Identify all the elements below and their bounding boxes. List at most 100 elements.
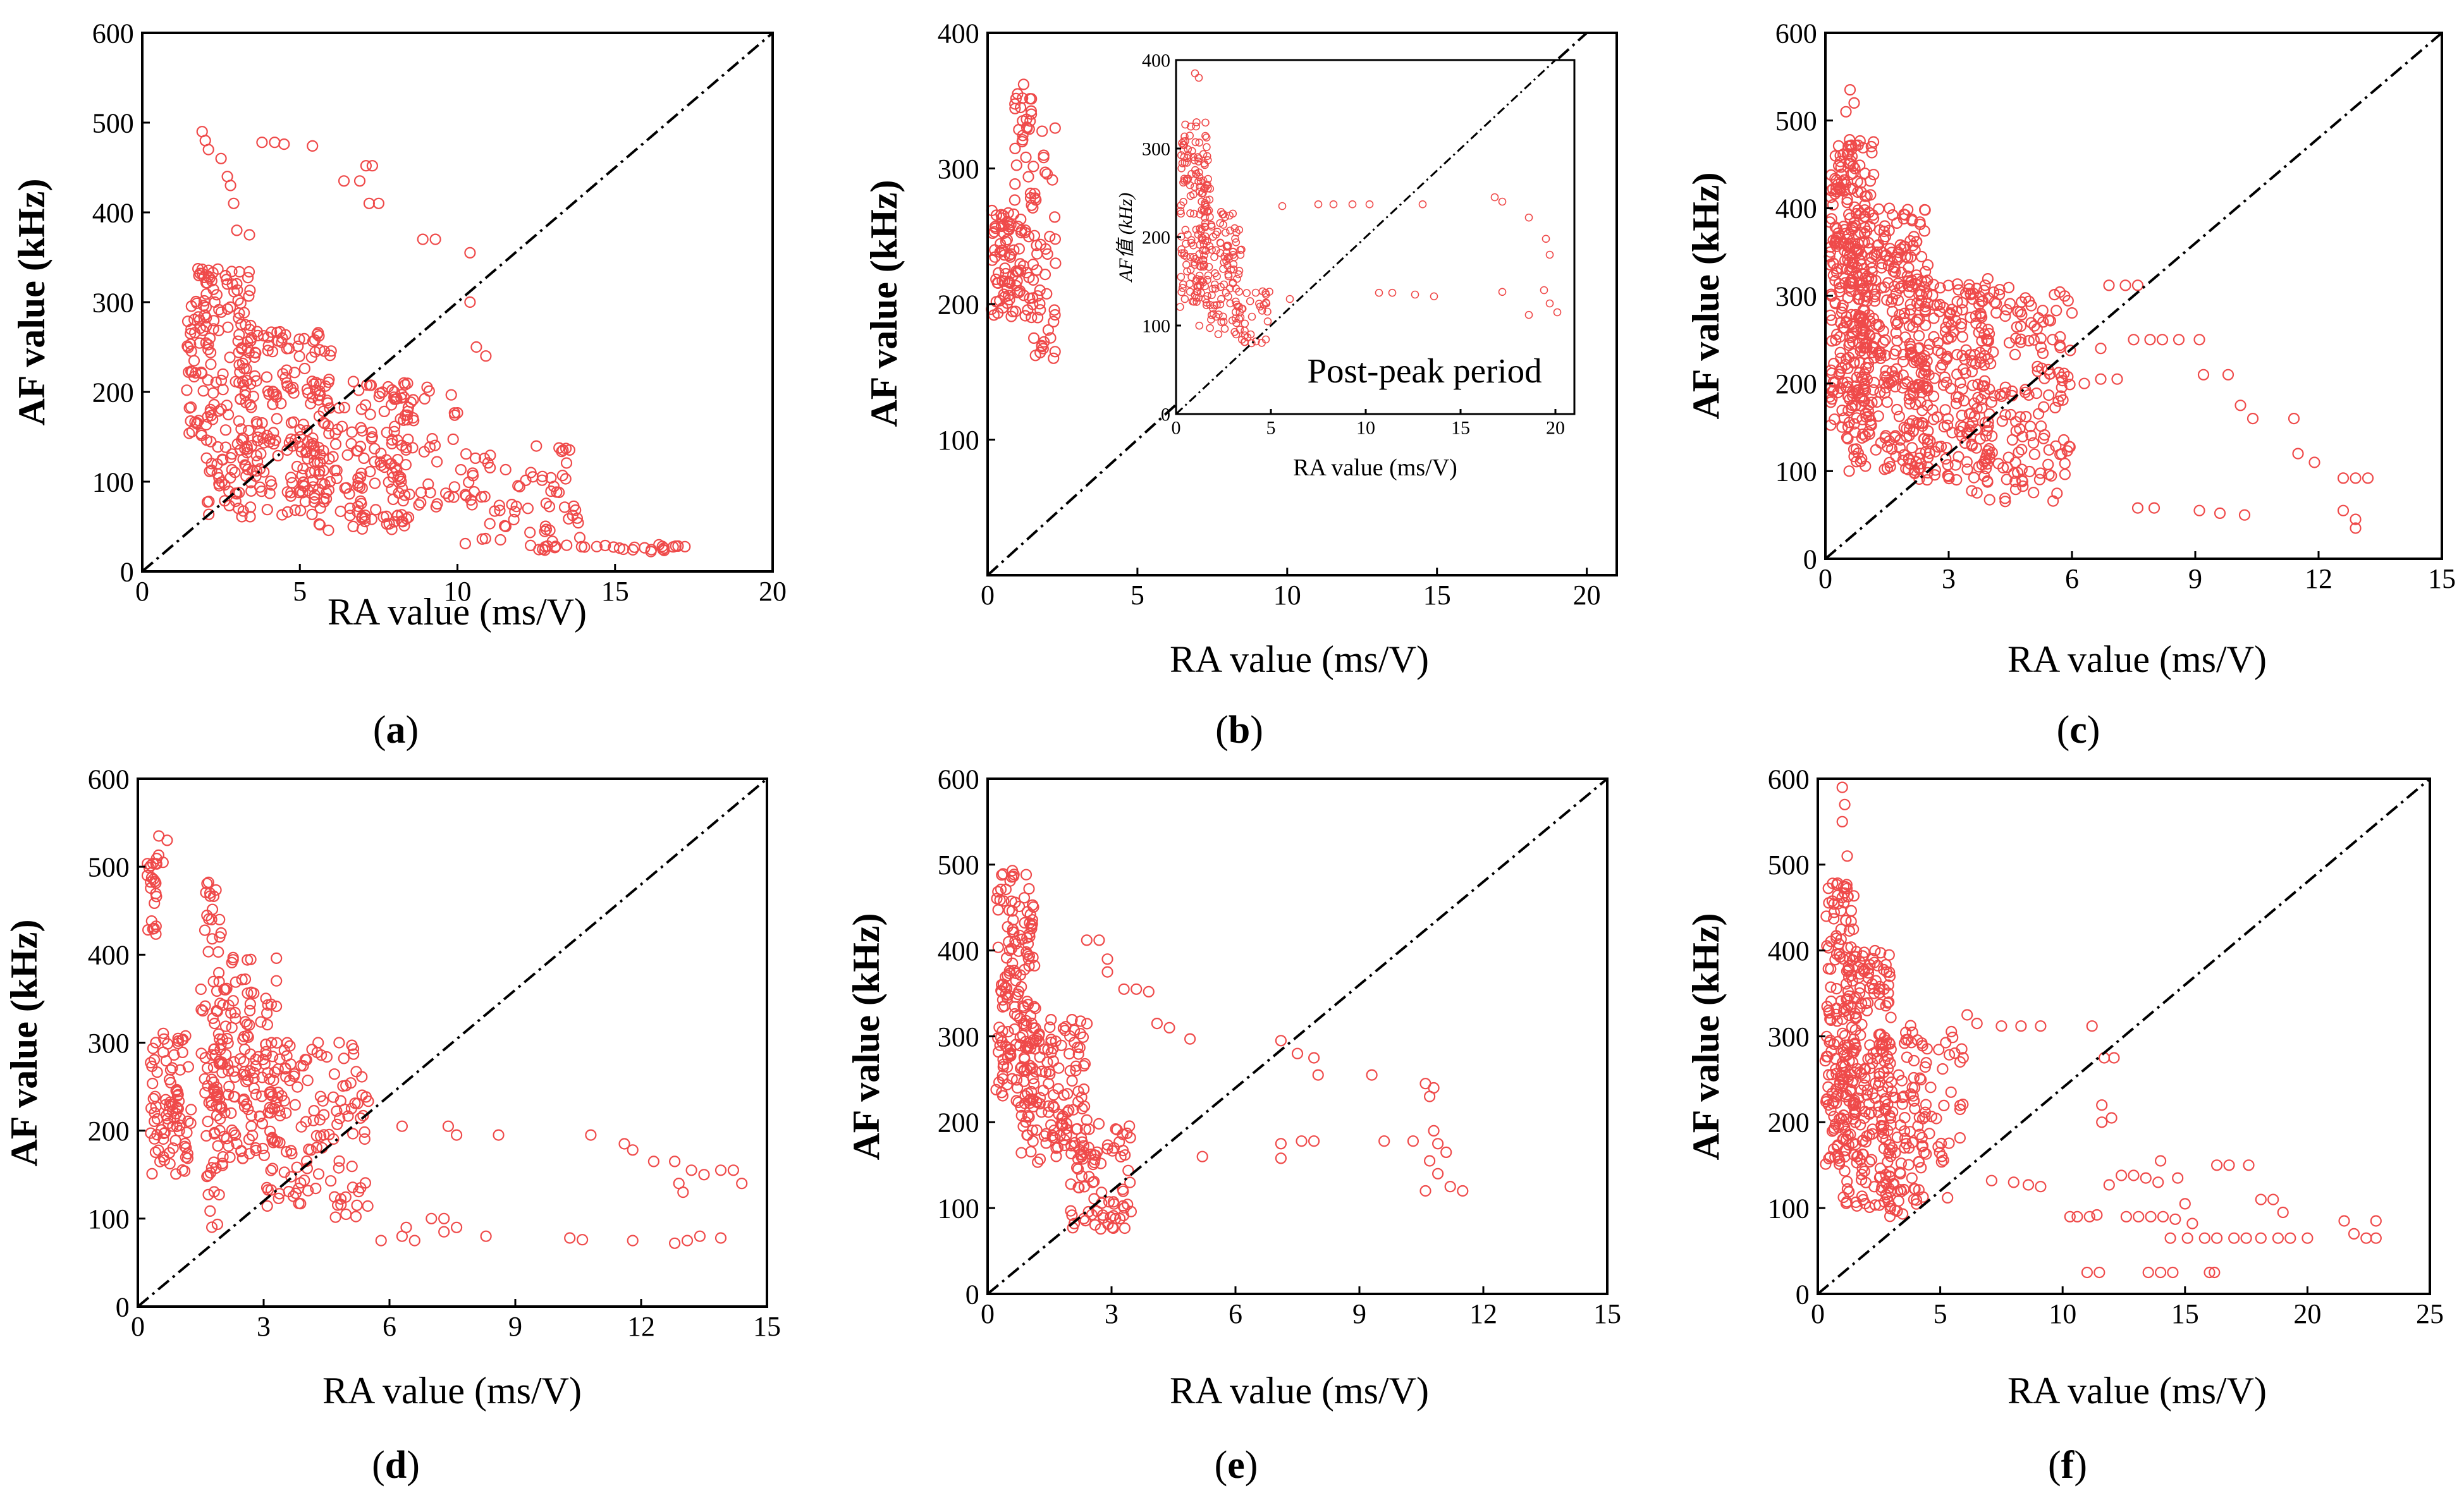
panel-d-point [202,1062,214,1074]
panel-d-point [262,1107,274,1119]
panel-d-point [204,887,216,899]
panel-b-inset-point [1204,174,1212,183]
panel-b-inset-point [1192,118,1201,126]
panel-c-point [2052,367,2065,379]
panel-d-point [149,897,161,910]
panel-b-point [1048,211,1061,223]
panel-c-point [1982,273,1994,285]
panel-f-point [1877,1131,1889,1143]
panel-f-point [1828,1143,1840,1155]
panel-a-point [217,454,229,466]
panel-a-point [536,474,548,486]
panel-d-point [171,1120,183,1133]
panel-f-point [1935,1137,1947,1150]
panel-c-point [2016,444,2028,456]
panel-f-point [1892,1069,1904,1081]
panel-d-point [312,1037,324,1049]
panel-b-inset-point [1229,260,1238,269]
panel-f-point [1841,965,1853,977]
panel-c-point [2003,337,2016,349]
panel-c-point [1841,197,1853,209]
panel-d-point [223,1080,235,1093]
panel-f-point [1830,982,1842,995]
panel-e-point [1031,1156,1044,1168]
panel-c-point [1959,353,1971,365]
panel-f-point [1831,1015,1843,1027]
panel-b-inset-point [1196,240,1204,249]
panel-c-point [1940,442,1952,454]
panel-c-point [1891,363,1903,375]
panel-c-point [2023,389,2035,401]
panel-f-point [2007,1176,2020,1188]
panel-a-point [215,306,227,318]
panel-e-point [1077,1031,1089,1043]
panel-e-point [1074,1042,1086,1054]
panel-d-point [145,1057,157,1069]
panel-e-point [1008,1001,1021,1013]
panel-c-point [1911,417,1923,429]
panel-a-point [479,491,491,503]
panel-f-point [1840,1144,1852,1157]
panel-a-point [323,427,335,439]
panel-b-point [1027,274,1039,286]
panel-b-inset-point [1217,295,1225,303]
panel-c-point [2148,502,2161,514]
panel-a-point [215,152,227,164]
panel-e-point [1038,1043,1050,1055]
panel-b-point [1009,102,1021,114]
panel-e-point [1007,957,1019,970]
panel-e-point [1020,869,1033,881]
panel-b-inset-point [1177,288,1186,296]
panel-b-inset-point [1216,300,1225,308]
panel-a-point [202,343,214,356]
panel-a-point [399,379,411,391]
panel-f-point [1838,1049,1851,1061]
panel-f-point [1840,978,1853,990]
panel-c-point [1856,432,1868,444]
panel-d-point [308,1104,320,1117]
panel-e-point [1046,1130,1058,1142]
panel-b-point [998,227,1010,240]
panel-f-point [1892,1195,1904,1207]
panel-b-inset-point [1498,288,1507,296]
panel-e-point [1089,1219,1101,1231]
panel-f-point [1843,1009,1855,1021]
panel-e-point [1118,983,1130,995]
panel-a-point [233,265,245,278]
panel-d-point [250,1088,262,1101]
panel-a-point [360,160,372,172]
panel-d-point [195,1047,207,1059]
panel-f-point [1861,1004,1873,1016]
panel-e-point [992,886,1004,898]
panel-c-point [1952,391,1964,403]
panel-f-point [2022,1179,2035,1191]
panel-a-point [617,543,630,556]
panel-f-point [2035,1020,2047,1032]
panel-a-point [266,479,278,491]
panel-b-inset-point [1204,262,1213,271]
panel-a-point [262,345,274,357]
panel-d-point [207,975,219,988]
panel-d-point [331,1199,344,1211]
panel-f-point [2302,1232,2314,1244]
panel-c-point [1977,295,1989,307]
panel-f-point [2157,1210,2169,1223]
panel-e-point [1020,1015,1032,1027]
panel-e-ytick-label: 300 [938,1021,979,1052]
panel-b-inset-ytick-label: 300 [1142,139,1170,160]
panel-f-point [1899,1142,1911,1154]
panel-d-point [302,1185,314,1197]
panel-c-point [1971,487,1983,499]
panel-c-point [2156,334,2169,346]
panel-f-point [1828,913,1840,925]
panel-f-point [1879,1196,1891,1208]
panel-d-point [158,1127,170,1140]
panel-f-point [1820,1095,1832,1108]
panel-c-point [1848,387,1860,399]
panel-a-point [369,477,381,489]
panel-d-ytick-label: 600 [88,764,130,795]
panel-a-point [203,508,215,520]
panel-b-inset-point [1201,118,1210,127]
panel-b-inset-point [1187,122,1195,131]
panel-d-point [213,966,225,979]
